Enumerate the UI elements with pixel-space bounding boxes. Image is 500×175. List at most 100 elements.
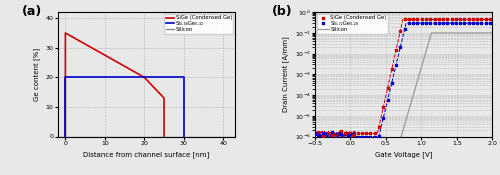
Si₀.₇₂Ge₀.₂₈ — [329, 131, 335, 134]
Si₀.₇₂Ge₀.₂₈ — [350, 140, 356, 142]
SiGe (Condensed Ge) — [384, 87, 390, 89]
SiGe (Condensed Ge) — [161, 135, 167, 138]
Si₀.₇₂Ge₀.₂₈ — [423, 22, 429, 24]
Si₀.₇₂Ge₀.₂₈ — [325, 140, 331, 142]
Si₀.₇₂Ge₀.₂₈ — [393, 64, 399, 66]
Si₀.₇₂Ge₀.₂₈ — [402, 28, 407, 30]
Si₀.₇₂Ge₀.₂₈ — [389, 82, 395, 84]
Silicon — [490, 32, 496, 34]
Si₀.₇₂Ge₀.₂₈ — [432, 22, 438, 24]
Si₀.₇₂Ge₀.₂₈ — [363, 135, 369, 138]
Silicon — [398, 137, 404, 139]
SiGe (Condensed Ge) — [320, 135, 326, 137]
Si₀.₇₂Ge₀.₂₈ — [466, 22, 471, 24]
SiGe (Condensed Ge) — [398, 30, 404, 32]
Silicon — [408, 101, 414, 103]
SiGe (Condensed Ge) — [440, 18, 446, 20]
SiGe (Condensed Ge) — [62, 32, 68, 34]
Si₀.₇₂Ge₀.₂₈ — [414, 22, 420, 24]
SiGe (Condensed Ge) — [470, 18, 476, 20]
SiGe (Condensed Ge) — [414, 18, 420, 20]
Si₀.₆₈Ge₀.₃₂ — [62, 135, 68, 138]
Si₀.₇₂Ge₀.₂₈ — [474, 22, 480, 24]
Line: SiGe (Condensed Ge): SiGe (Condensed Ge) — [314, 18, 492, 137]
SiGe (Condensed Ge) — [418, 18, 424, 20]
Si₀.₇₂Ge₀.₂₈ — [448, 22, 454, 24]
SiGe (Condensed Ge) — [457, 18, 463, 20]
Si₀.₆₈Ge₀.₃₂ — [181, 135, 187, 138]
Y-axis label: Ge content [%]: Ge content [%] — [33, 48, 40, 101]
SiGe (Condensed Ge) — [436, 18, 442, 20]
Si₀.₇₂Ge₀.₂₈ — [398, 46, 404, 48]
X-axis label: Distance from channel surface [nm]: Distance from channel surface [nm] — [83, 151, 210, 158]
Si₀.₇₂Ge₀.₂₈ — [334, 137, 340, 139]
SiGe (Condensed Ge) — [62, 135, 68, 138]
Si₀.₇₂Ge₀.₂₈ — [380, 117, 386, 119]
SiGe (Condensed Ge) — [380, 106, 386, 108]
Legend: SiGe (Condensed Ge), Si₀.₆₈Ge₀.₃₂, Silicon: SiGe (Condensed Ge), Si₀.₆₈Ge₀.₃₂, Silic… — [164, 14, 234, 34]
Si₀.₇₂Ge₀.₂₈ — [384, 99, 390, 102]
SiGe (Condensed Ge) — [359, 132, 365, 135]
SiGe (Condensed Ge) — [427, 18, 433, 20]
SiGe (Condensed Ge) — [354, 132, 360, 135]
SiGe (Condensed Ge) — [316, 132, 322, 134]
Si₀.₇₂Ge₀.₂₈ — [316, 134, 322, 136]
Si₀.₇₂Ge₀.₂₈ — [444, 22, 450, 24]
Si₀.₇₂Ge₀.₂₈ — [346, 134, 352, 136]
Line: Si₀.₆₈Ge₀.₃₂: Si₀.₆₈Ge₀.₃₂ — [66, 77, 184, 136]
SiGe (Condensed Ge) — [334, 134, 340, 136]
SiGe (Condensed Ge) — [372, 132, 378, 135]
Legend: SiGe (Condensed Ge), Si₀.₇₂Ge₀.₂₈, Silicon: SiGe (Condensed Ge), Si₀.₇₂Ge₀.₂₈, Silic… — [316, 14, 388, 34]
SiGe (Condensed Ge) — [423, 18, 429, 20]
SiGe (Condensed Ge) — [363, 132, 369, 135]
SiGe (Condensed Ge) — [402, 18, 407, 20]
SiGe (Condensed Ge) — [448, 18, 454, 20]
Si₀.₇₂Ge₀.₂₈ — [406, 22, 412, 24]
Si₀.₇₂Ge₀.₂₈ — [462, 22, 468, 24]
SiGe (Condensed Ge) — [478, 18, 484, 20]
Text: (a): (a) — [22, 5, 42, 18]
Silicon — [418, 68, 424, 70]
SiGe (Condensed Ge) — [487, 18, 493, 20]
Silicon — [396, 141, 402, 143]
X-axis label: Gate Voltage [V]: Gate Voltage [V] — [375, 151, 432, 158]
SiGe (Condensed Ge) — [393, 49, 399, 51]
Y-axis label: Drain Current [A/mm]: Drain Current [A/mm] — [282, 37, 289, 112]
SiGe (Condensed Ge) — [389, 68, 395, 70]
SiGe (Condensed Ge) — [376, 125, 382, 128]
SiGe (Condensed Ge) — [453, 18, 459, 20]
SiGe (Condensed Ge) — [350, 134, 356, 136]
Si₀.₇₂Ge₀.₂₈ — [482, 22, 488, 24]
SiGe (Condensed Ge) — [432, 18, 438, 20]
SiGe (Condensed Ge) — [346, 132, 352, 134]
SiGe (Condensed Ge) — [462, 18, 468, 20]
Si₀.₆₈Ge₀.₃₂ — [181, 76, 187, 78]
SiGe (Condensed Ge) — [466, 18, 471, 20]
SiGe (Condensed Ge) — [338, 130, 344, 132]
Si₀.₇₂Ge₀.₂₈ — [320, 132, 326, 134]
Si₀.₇₂Ge₀.₂₈ — [410, 22, 416, 24]
SiGe (Condensed Ge) — [406, 18, 412, 20]
Si₀.₇₂Ge₀.₂₈ — [312, 132, 318, 134]
SiGe (Condensed Ge) — [142, 76, 148, 78]
Si₀.₇₂Ge₀.₂₈ — [478, 22, 484, 24]
SiGe (Condensed Ge) — [482, 18, 488, 20]
Si₀.₇₂Ge₀.₂₈ — [436, 22, 442, 24]
SiGe (Condensed Ge) — [474, 18, 480, 20]
SiGe (Condensed Ge) — [312, 132, 318, 134]
Si₀.₇₂Ge₀.₂₈ — [457, 22, 463, 24]
Si₀.₇₂Ge₀.₂₈ — [427, 22, 433, 24]
Si₀.₇₂Ge₀.₂₈ — [368, 135, 374, 138]
Si₀.₇₂Ge₀.₂₈ — [376, 135, 382, 137]
Si₀.₆₈Ge₀.₃₂ — [62, 76, 68, 78]
SiGe (Condensed Ge) — [325, 132, 331, 134]
SiGe (Condensed Ge) — [410, 18, 416, 20]
Si₀.₇₂Ge₀.₂₈ — [418, 22, 424, 24]
Line: SiGe (Condensed Ge): SiGe (Condensed Ge) — [66, 33, 164, 136]
Silicon — [486, 32, 492, 34]
SiGe (Condensed Ge) — [329, 134, 335, 136]
Si₀.₇₂Ge₀.₂₈ — [342, 138, 348, 140]
Si₀.₇₂Ge₀.₂₈ — [440, 22, 446, 24]
Si₀.₇₂Ge₀.₂₈ — [372, 135, 378, 138]
Si₀.₇₂Ge₀.₂₈ — [470, 22, 476, 24]
